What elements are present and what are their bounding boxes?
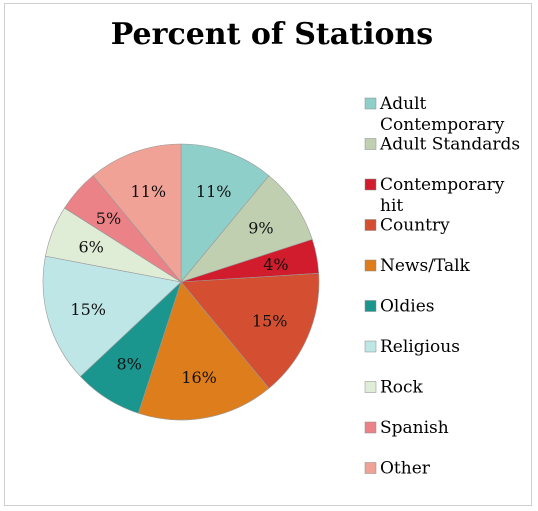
slice-label-1: 9% xyxy=(248,219,273,238)
legend-label-7: Rock xyxy=(380,378,424,398)
pie-slice-0 xyxy=(180,143,270,283)
slice-label-9: 11% xyxy=(131,182,167,201)
legend-label-5: Oldies xyxy=(380,297,434,317)
legend-label-8: Spanish xyxy=(380,418,449,438)
legend-swatch-4 xyxy=(364,259,377,272)
legend-swatch-3 xyxy=(364,219,377,231)
legend-label-9: Other xyxy=(380,459,431,479)
slice-labels: 11% 9% 4% 15% 16% 8% 15% 6% 5% 11% xyxy=(70,182,288,387)
legend-swatch-9 xyxy=(364,462,377,474)
pie-slice-3 xyxy=(180,273,320,389)
pie-slice-4 xyxy=(137,281,270,421)
slice-label-4: 16% xyxy=(181,368,217,387)
legend-label-0: Adult xyxy=(379,94,427,114)
slice-label-2: 4% xyxy=(263,255,288,274)
legend-swatch-6 xyxy=(364,340,377,353)
legend-swatch-1 xyxy=(364,138,377,150)
legend-label-2-line-1: hit xyxy=(380,196,403,216)
legend-swatch-8 xyxy=(364,421,377,434)
legend-label-1: Adult Standards xyxy=(379,135,520,155)
slice-label-5: 8% xyxy=(117,355,142,374)
pie-slices xyxy=(42,143,320,421)
slice-label-7: 6% xyxy=(79,237,104,256)
slice-label-6: 15% xyxy=(70,300,106,319)
legend-swatch-5 xyxy=(364,300,377,312)
slice-label-0: 11% xyxy=(196,182,232,201)
slice-label-3: 15% xyxy=(252,311,288,330)
legend-label-6: Religious xyxy=(380,337,460,357)
legend-label-4: News/Talk xyxy=(380,256,471,276)
legend-label-2: Contemporary xyxy=(380,175,505,195)
legend-swatch-2 xyxy=(364,178,377,191)
slice-label-8: 5% xyxy=(96,209,121,228)
chart-title: Percent of Stations xyxy=(111,17,433,52)
legend-swatch-0 xyxy=(364,97,377,110)
pie-slice-6 xyxy=(42,255,182,377)
pie-slice-9 xyxy=(92,143,182,283)
legend-label-0-line-1: Contemporary xyxy=(380,115,505,135)
legend-label-3: Country xyxy=(380,216,450,236)
legend-swatch-7 xyxy=(364,381,377,393)
